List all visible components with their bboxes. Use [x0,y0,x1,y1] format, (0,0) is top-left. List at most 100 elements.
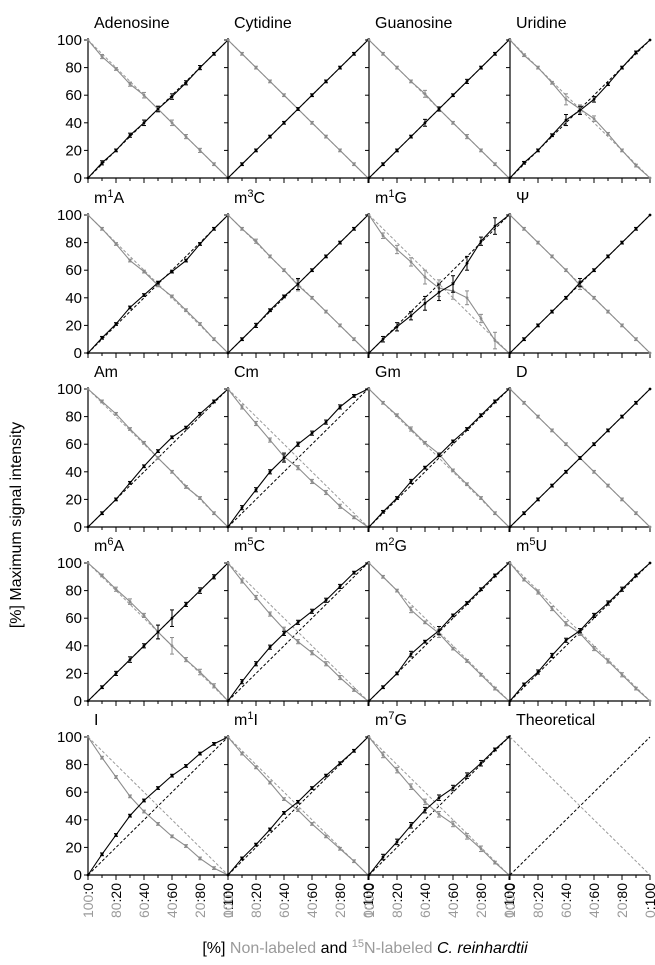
data-point [522,578,526,581]
data-point [184,135,188,139]
data-point [198,496,202,500]
data-point [451,647,455,650]
x-tick-label-separator: : [473,899,489,903]
data-point [564,296,568,300]
panel-cm: Cm [224,364,370,532]
data-point [592,442,596,446]
data-point [170,834,174,838]
data-point [170,121,174,125]
data-point [437,453,441,457]
data-point [479,587,483,591]
x-tick-label-nonlabeled: 0 [642,910,655,918]
data-point [128,82,132,86]
data-point [170,270,174,273]
data-point [606,429,610,432]
x-tick-label-nonlabeled: 20 [332,902,348,918]
x-tick-label-separator: : [332,899,348,903]
data-point [254,765,258,769]
x-tick-label-nonlabeled: 0 [360,910,376,918]
data-point [550,484,554,487]
x-tick-label-labeled: 0 [361,883,377,891]
data-point [592,97,596,101]
data-point [170,295,174,298]
data-point [184,764,188,768]
panel-title: Guanosine [375,15,452,32]
panel-title-base: m [234,712,247,729]
data-point [493,748,497,751]
y-tick-label: 60 [65,87,82,104]
x-tick-label: 40:60 [164,883,180,918]
data-point [282,456,286,460]
data-point [254,662,258,666]
data-point [465,427,469,431]
x-axis-label-organism: C. reinhardtii [437,940,528,957]
data-point [310,121,314,125]
data-point [212,52,216,56]
x-tick-label-nonlabeled: 100 [361,894,377,918]
y-tick-label: 20 [65,665,82,682]
panel-m5c: m5C [224,536,370,706]
panel-title: m5U [516,536,547,555]
data-point [184,485,188,489]
data-point [648,699,652,703]
data-point [451,614,455,617]
data-point [536,498,540,501]
panel-title-tail: G [394,190,406,207]
data-point [254,843,258,847]
data-point [254,324,258,327]
data-point [338,761,342,765]
data-point [395,496,399,500]
data-point [395,66,399,69]
x-tick-label: 20:80 [332,883,348,918]
data-point [254,239,258,243]
data-point [198,412,202,416]
x-tick-label-nonlabeled: 40 [586,902,602,918]
data-point [606,659,610,663]
panel-title-sup: 3 [247,188,253,200]
x-tick-label-separator: : [360,906,376,910]
data-point [437,812,441,816]
data-point [352,688,356,692]
data-point [114,587,118,591]
theoretical-increasing-line [368,388,510,528]
x-axis-label: [%] Non-labeled and 15N-labeled C. reinh… [202,938,528,957]
data-point [282,797,286,801]
data-point [240,506,244,510]
x-tick-label-labeled: 40 [136,883,152,899]
y-tick-label: 80 [65,583,82,600]
data-point [550,255,554,258]
data-point [493,339,497,342]
x-tick-label: 100:0 [220,883,236,918]
data-point [479,496,483,500]
data-point [620,241,624,245]
data-point [212,866,216,870]
data-point [226,735,230,739]
data-point [114,67,118,71]
data-point [142,293,146,297]
data-point [296,442,300,446]
data-point [564,470,568,474]
theoretical-decreasing-line [509,562,651,702]
data-point [606,601,610,605]
x-tick-label: 80:20 [248,883,264,918]
data-point [338,585,342,588]
data-point [522,227,526,231]
y-tick-label: 40 [65,290,82,307]
data-point [142,810,146,813]
data-point [367,176,371,180]
data-point [423,301,427,305]
data-point [381,52,385,56]
x-tick-label-nonlabeled: 20 [192,902,208,918]
data-point [648,351,652,355]
data-point [465,659,469,663]
x-tick-label: 100:0 [502,883,518,918]
data-point [142,464,146,468]
panel-title-base: m [375,190,388,207]
panel-title: Theoretical [516,712,595,729]
x-tick-label-nonlabeled: 100 [80,894,96,918]
panel-title-base: Ψ [516,190,529,207]
data-point [564,118,568,122]
theoretical-decreasing-line [87,562,229,702]
data-point [296,800,300,804]
theoretical-decreasing-line [368,214,510,354]
